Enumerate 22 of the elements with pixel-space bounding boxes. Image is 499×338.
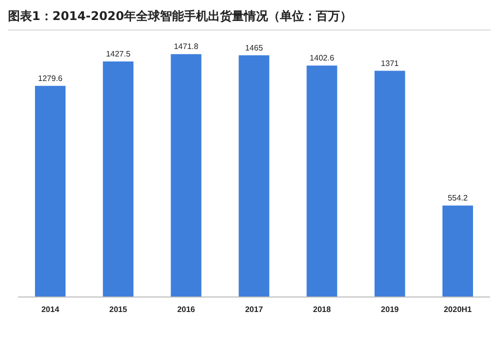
data-label: 1402.6 xyxy=(310,54,335,63)
bar xyxy=(34,86,66,297)
data-label: 1279.6 xyxy=(38,74,64,83)
bar xyxy=(442,206,474,297)
data-label: 1465 xyxy=(245,43,264,52)
data-label: 554.2 xyxy=(448,194,468,203)
data-label: 1427.5 xyxy=(106,49,131,58)
x-tick-label: 2016 xyxy=(177,305,196,314)
bar xyxy=(238,55,270,297)
bar xyxy=(374,70,406,297)
bar xyxy=(170,54,202,297)
x-tick-label: 2017 xyxy=(245,305,264,314)
x-tick-label: 2014 xyxy=(41,305,60,314)
bar xyxy=(102,61,134,297)
chart-title: 图表1：2014-2020年全球智能手机出货量情况（单位：百万） xyxy=(8,9,352,23)
x-tick-label: 2015 xyxy=(109,305,128,314)
x-tick-label: 2018 xyxy=(313,305,332,314)
data-label: 1371 xyxy=(380,58,400,68)
x-tick-label: 2020H1 xyxy=(444,305,472,314)
x-tick-label: 2019 xyxy=(380,305,400,314)
bar xyxy=(306,66,338,297)
data-label: 1471.8 xyxy=(174,42,199,52)
